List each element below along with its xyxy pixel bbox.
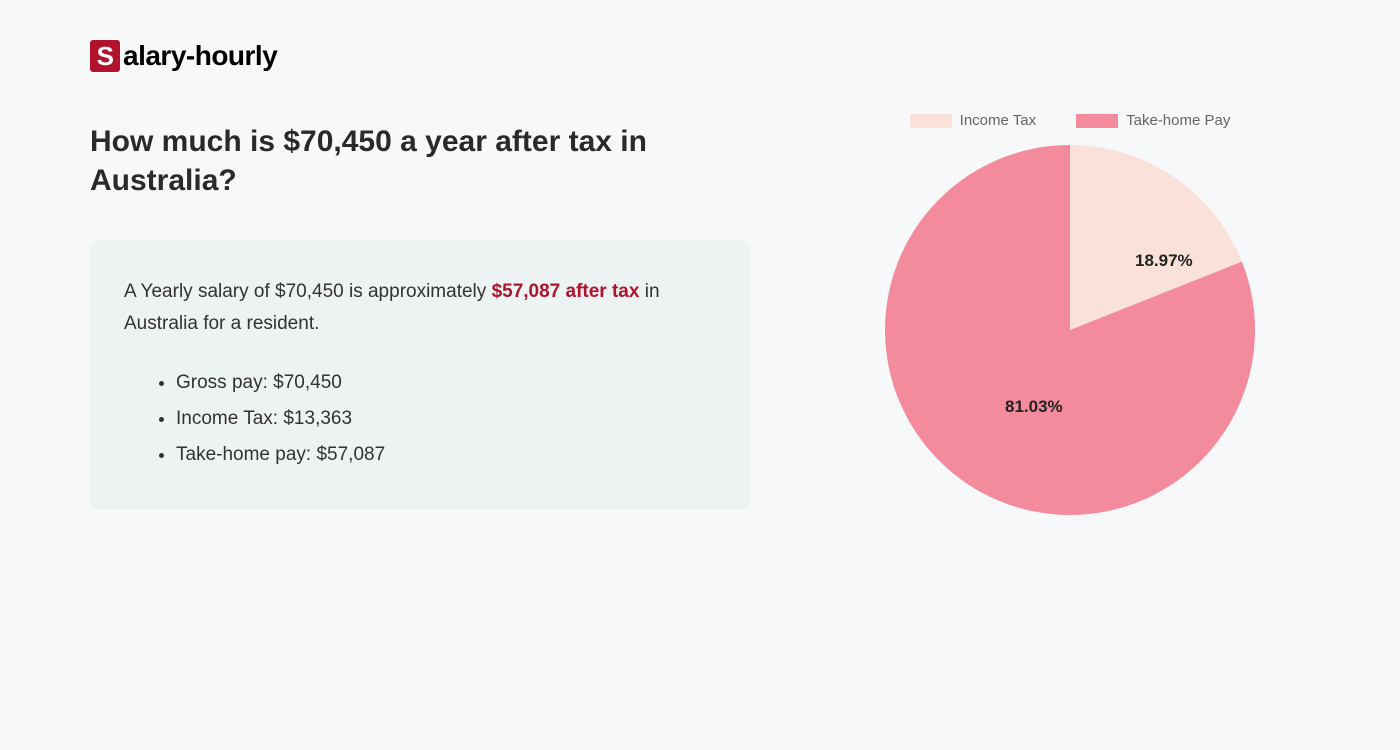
site-logo: Salary-hourly	[90, 40, 1310, 72]
summary-text: A Yearly salary of $70,450 is approximat…	[124, 276, 716, 341]
chart-legend: Income Tax Take-home Pay	[830, 112, 1310, 129]
pie-label-take-home: 81.03%	[1005, 397, 1063, 417]
summary-prefix: A Yearly salary of $70,450 is approximat…	[124, 281, 492, 302]
legend-swatch	[910, 114, 952, 128]
legend-item-income-tax: Income Tax	[910, 112, 1036, 129]
logo-box: S	[90, 40, 120, 72]
pie-chart: 18.97% 81.03%	[885, 145, 1255, 515]
list-item: Income Tax: $13,363	[176, 401, 716, 437]
legend-item-take-home: Take-home Pay	[1076, 112, 1230, 129]
legend-swatch	[1076, 114, 1118, 128]
legend-label: Income Tax	[960, 112, 1036, 129]
pie-label-income-tax: 18.97%	[1135, 251, 1193, 271]
summary-highlight: $57,087 after tax	[492, 281, 640, 302]
logo-text: alary-hourly	[123, 40, 277, 72]
page-title: How much is $70,450 a year after tax in …	[90, 122, 750, 200]
legend-label: Take-home Pay	[1126, 112, 1230, 129]
pie-svg	[885, 145, 1255, 515]
list-item: Gross pay: $70,450	[176, 365, 716, 401]
list-item: Take-home pay: $57,087	[176, 437, 716, 473]
summary-box: A Yearly salary of $70,450 is approximat…	[90, 240, 750, 509]
summary-list: Gross pay: $70,450 Income Tax: $13,363 T…	[124, 365, 716, 473]
